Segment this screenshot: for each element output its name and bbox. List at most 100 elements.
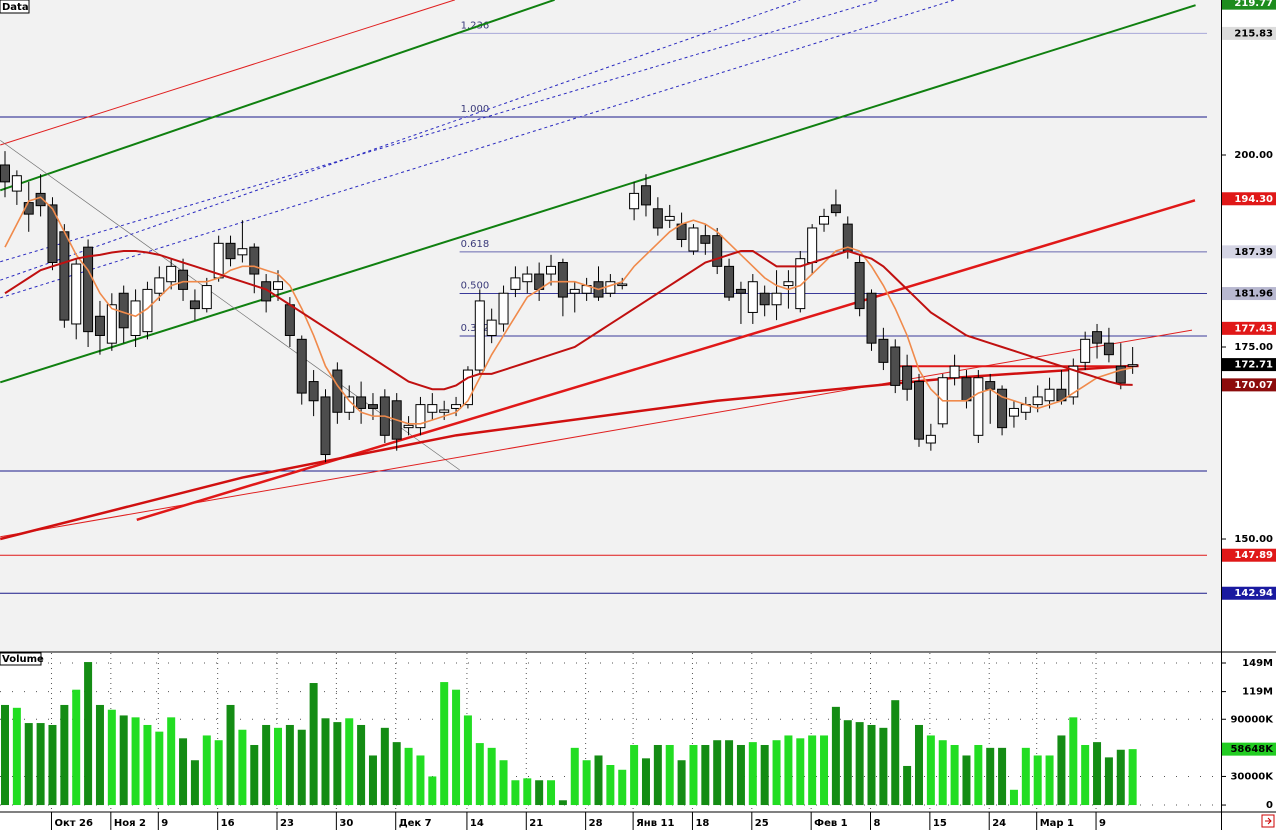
price-tag-label: 170.07 bbox=[1234, 380, 1273, 391]
chart-title: Data bbox=[2, 2, 29, 13]
volume-bar bbox=[309, 683, 318, 806]
x-tick-label: 30 bbox=[339, 818, 353, 829]
volume-bar bbox=[1009, 789, 1018, 806]
candle-body bbox=[688, 227, 699, 252]
volume-bar bbox=[1069, 717, 1078, 806]
price-tag bbox=[1222, 742, 1276, 756]
candle-body bbox=[498, 292, 509, 325]
candle-body bbox=[985, 381, 996, 390]
trend-line bbox=[136, 199, 1196, 522]
candle-body bbox=[735, 288, 746, 294]
volume-bar bbox=[547, 780, 556, 806]
candle-body bbox=[0, 164, 10, 183]
candle-body bbox=[1008, 407, 1019, 417]
candle-body bbox=[997, 388, 1008, 429]
volume-bar bbox=[843, 720, 852, 806]
price-tag-label: 187.39 bbox=[1234, 247, 1273, 258]
x-tick-label: Ноя 2 bbox=[114, 818, 146, 829]
x-tick-label: 18 bbox=[695, 818, 709, 829]
volume-bar bbox=[535, 780, 544, 806]
volume-bar bbox=[618, 769, 627, 806]
volume-bar bbox=[250, 744, 259, 806]
price-tag-label: 219.77 bbox=[1234, 0, 1273, 9]
candle-body bbox=[913, 381, 924, 440]
volume-bar bbox=[713, 740, 722, 806]
volume-bar bbox=[998, 747, 1007, 806]
volume-bar bbox=[1104, 757, 1113, 806]
candle-body bbox=[925, 434, 936, 444]
volume-bar bbox=[938, 740, 947, 806]
x-tick-label: 9 bbox=[161, 818, 168, 829]
volume-bar bbox=[677, 760, 686, 806]
price-panel bbox=[0, 0, 1221, 652]
scroll-icon bbox=[1265, 817, 1272, 825]
volume-bar bbox=[986, 747, 995, 806]
volume-bar bbox=[689, 744, 698, 806]
volume-bar bbox=[333, 722, 342, 806]
x-tick-label: Дек 7 bbox=[399, 818, 432, 829]
volume-bar bbox=[416, 755, 425, 806]
volume-bar bbox=[903, 765, 912, 806]
volume-bar bbox=[594, 755, 603, 806]
x-tick-label: Фев 1 bbox=[814, 818, 848, 829]
volume-bar bbox=[1, 704, 9, 806]
price-tag bbox=[1222, 358, 1276, 372]
candle-body bbox=[890, 346, 901, 386]
volume-bar bbox=[772, 740, 781, 806]
volume-bar bbox=[285, 724, 294, 806]
trend-line bbox=[0, 364, 1139, 541]
candle-body bbox=[724, 265, 735, 298]
candle-body bbox=[1092, 331, 1103, 344]
candle-body bbox=[1080, 338, 1091, 363]
price-tag bbox=[1222, 245, 1276, 259]
trend-line bbox=[0, 0, 555, 192]
volume-bar bbox=[523, 778, 532, 806]
candle-body bbox=[949, 365, 960, 379]
price-tag-label: 58648K bbox=[1230, 744, 1274, 755]
candle-body bbox=[35, 192, 46, 207]
volume-bar bbox=[452, 689, 461, 806]
fib-label: 1.000 bbox=[461, 104, 490, 115]
volume-bar bbox=[653, 744, 662, 806]
candle-body bbox=[605, 281, 616, 294]
volume-bar bbox=[84, 662, 93, 806]
volume-bar bbox=[974, 744, 983, 806]
volume-bar bbox=[1057, 735, 1066, 806]
candle-body bbox=[522, 273, 533, 283]
volume-bar bbox=[1081, 744, 1090, 806]
volume-bar bbox=[760, 744, 769, 806]
candle-body bbox=[546, 265, 557, 275]
candle-body bbox=[106, 304, 117, 344]
volume-bar bbox=[606, 765, 615, 806]
candle-body bbox=[71, 263, 82, 325]
volume-bar bbox=[867, 724, 876, 806]
volume-bar bbox=[404, 747, 413, 806]
volume-bar bbox=[72, 689, 81, 806]
price-tag bbox=[1222, 192, 1276, 206]
x-tick-label: Мар 1 bbox=[1040, 818, 1074, 829]
candle-body bbox=[47, 204, 58, 264]
volume-bar bbox=[392, 742, 401, 806]
volume-bar bbox=[131, 717, 140, 806]
candle-body bbox=[415, 404, 426, 429]
y-tick-label: 90000K bbox=[1230, 714, 1274, 725]
volume-bar bbox=[926, 735, 935, 806]
candle-body bbox=[201, 285, 212, 310]
volume-bar bbox=[345, 718, 354, 806]
x-tick-label: 24 bbox=[992, 818, 1006, 829]
title-box bbox=[0, 0, 30, 14]
volume-bar bbox=[12, 707, 21, 806]
candle-body bbox=[747, 281, 758, 313]
title-box bbox=[0, 652, 42, 666]
candle-body bbox=[640, 185, 651, 206]
x-tick-label: 23 bbox=[280, 818, 294, 829]
volume-bar bbox=[357, 724, 366, 806]
y-tick-label: 0 bbox=[1266, 800, 1273, 811]
volume-bar bbox=[143, 724, 152, 806]
volume-bar bbox=[428, 776, 437, 806]
volume-bar bbox=[891, 700, 900, 806]
volume-title: Volume bbox=[2, 654, 44, 665]
volume-bar bbox=[36, 723, 45, 806]
volume-bar bbox=[274, 727, 283, 806]
